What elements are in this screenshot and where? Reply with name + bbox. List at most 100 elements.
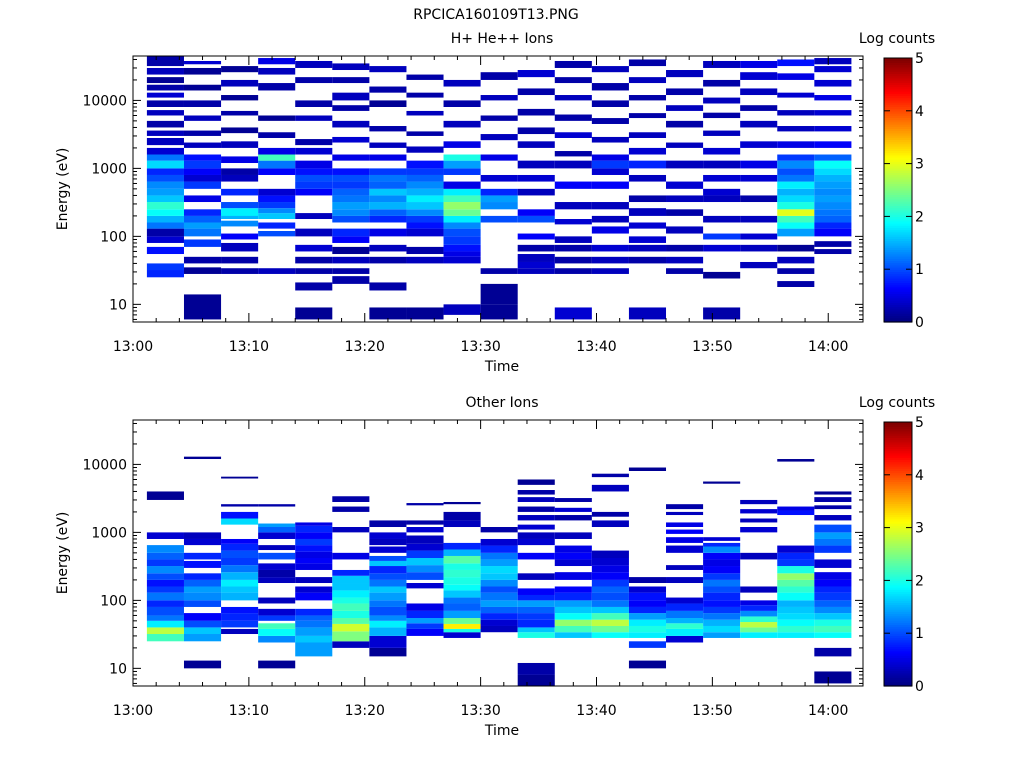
data-cell (628, 641, 667, 648)
data-cell (406, 628, 444, 636)
data-cell (146, 491, 184, 500)
data-cell (591, 215, 629, 223)
data-cell (480, 195, 518, 203)
data-cell (628, 95, 667, 101)
colorbar-swatch (884, 249, 912, 253)
data-cell (666, 618, 704, 624)
data-cell (591, 613, 629, 620)
data-cell (258, 569, 296, 578)
data-cell (183, 60, 222, 65)
data-cell (703, 586, 741, 593)
data-cell (666, 70, 704, 78)
data-cell (703, 147, 741, 155)
colorbar-swatch (884, 315, 912, 319)
data-cell (295, 586, 333, 593)
data-cell (777, 59, 815, 67)
colorbar-swatch (884, 428, 912, 432)
data-cell (295, 168, 333, 175)
data-cell (406, 558, 444, 566)
data-cell (258, 527, 296, 533)
colorbar-swatch (884, 598, 912, 601)
data-cell (517, 632, 555, 638)
colorbar-swatch (884, 302, 912, 305)
data-cell (146, 566, 184, 574)
colorbar-swatch (884, 289, 912, 292)
colorbar-swatch (884, 648, 912, 652)
data-cell (183, 154, 222, 161)
data-cell (628, 307, 667, 320)
data-cell (740, 215, 778, 223)
panel-title: H+ He++ Ions (451, 31, 554, 47)
data-cell (517, 573, 555, 580)
data-cell (221, 606, 259, 614)
data-cell (221, 242, 259, 252)
data-cell (628, 59, 667, 67)
data-cell (814, 215, 852, 223)
data-cell (480, 154, 518, 161)
data-cell (480, 538, 518, 546)
data-cell (258, 208, 296, 214)
data-cell (221, 188, 259, 196)
data-cell (814, 497, 852, 502)
colorbar-swatch (884, 653, 912, 656)
colorbar-swatch (884, 293, 912, 297)
data-cell (258, 83, 296, 91)
colorbar-swatch (884, 84, 912, 88)
data-cell (221, 110, 259, 116)
data-cell (443, 79, 481, 87)
data-cell (591, 136, 629, 143)
colorbar-swatch (884, 468, 912, 471)
data-cell (221, 579, 259, 587)
data-cell (332, 195, 370, 203)
colorbar-swatch (884, 661, 912, 665)
data-cell (258, 195, 296, 203)
data-cell (777, 181, 815, 189)
data-cell (628, 613, 667, 620)
data-cell (517, 108, 555, 116)
colorbar-swatch (884, 80, 912, 83)
data-cell (369, 647, 407, 657)
colorbar-swatch (884, 507, 912, 511)
colorbar-swatch (884, 613, 912, 617)
data-cell (591, 100, 629, 107)
data-cell (703, 60, 741, 68)
data-cell (517, 174, 555, 182)
data-cell (295, 181, 333, 189)
colorbar-tick-label: 1 (915, 626, 924, 642)
data-cell (591, 256, 629, 264)
colorbar-swatch (884, 304, 912, 308)
data-cell (258, 608, 296, 616)
y-axis-title: Energy (eV) (55, 512, 71, 595)
data-cell (517, 479, 555, 485)
data-cell (517, 524, 555, 530)
colorbar-swatch (884, 615, 912, 619)
data-cell (666, 181, 704, 189)
data-cell (666, 256, 704, 264)
data-cell (777, 545, 815, 553)
colorbar-swatch (884, 58, 912, 61)
data-cell (814, 505, 852, 510)
data-cell (554, 114, 592, 121)
data-cell (369, 566, 407, 574)
data-cell (480, 545, 518, 553)
data-cell (666, 244, 704, 252)
data-cell (369, 215, 407, 223)
data-cell (591, 268, 629, 274)
data-cell (591, 244, 629, 252)
data-cell (332, 552, 370, 560)
colorbar-tick-label: 0 (915, 679, 924, 695)
colorbar-swatch (884, 130, 912, 134)
colorbar-swatch (884, 461, 912, 465)
x-tick-label: 13:30 (460, 703, 500, 719)
data-cell (628, 600, 667, 607)
data-cell (703, 600, 741, 607)
data-cell (221, 558, 259, 566)
colorbar-swatch (884, 227, 912, 231)
data-cell (183, 168, 222, 175)
data-cell (258, 615, 296, 621)
data-cell (703, 307, 741, 320)
data-cell (740, 261, 778, 269)
data-cell (777, 228, 815, 237)
